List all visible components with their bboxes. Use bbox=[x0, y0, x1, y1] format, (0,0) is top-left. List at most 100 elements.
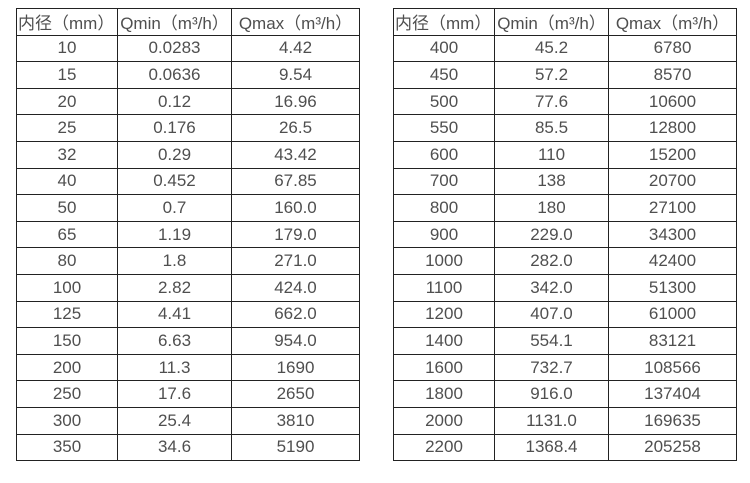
table-cell: 51300 bbox=[608, 273, 737, 302]
table-cell: 954.0 bbox=[231, 327, 360, 355]
table-cell: 15 bbox=[16, 61, 118, 89]
table-cell: 407.0 bbox=[494, 300, 609, 329]
table-cell: 160.0 bbox=[231, 194, 360, 222]
table-row: 800 180 27100 bbox=[393, 194, 737, 222]
table-cell: 20700 bbox=[608, 167, 737, 196]
table-cell: 1200 bbox=[393, 300, 495, 329]
table-row: 200 11.3 1690 bbox=[16, 353, 360, 382]
table-cell: 342.0 bbox=[494, 273, 609, 302]
flow-rate-table-large-diameters: 内径（mm） Qmin（m³/h） Qmax（m³/h） 400 45.2 6780… bbox=[393, 8, 737, 462]
column-header-diameter: 内径（mm） bbox=[16, 8, 118, 36]
table-cell: 180 bbox=[494, 194, 609, 222]
table-cell: 2.82 bbox=[117, 273, 232, 302]
table-cell: 80 bbox=[16, 247, 118, 275]
table-cell: 732.7 bbox=[494, 353, 609, 382]
flow-rate-tables-container: 内径（mm） Qmin（m³/h） Qmax（m³/h） 10 0.0283 4.4… bbox=[16, 8, 737, 462]
table-row: 20 0.12 16.96 bbox=[16, 87, 360, 116]
column-header-diameter: 内径（mm） bbox=[393, 8, 495, 36]
table-cell: 4.41 bbox=[117, 300, 232, 329]
table-cell: 12800 bbox=[608, 114, 737, 142]
table-cell: 25 bbox=[16, 114, 118, 142]
table-cell: 42400 bbox=[608, 247, 737, 275]
table-cell: 27100 bbox=[608, 194, 737, 222]
table-cell: 77.6 bbox=[494, 87, 609, 116]
table-cell: 500 bbox=[393, 87, 495, 116]
table-cell: 200 bbox=[16, 353, 118, 382]
table-row: 80 1.8 271.0 bbox=[16, 247, 360, 275]
table-row: 65 1.19 179.0 bbox=[16, 220, 360, 249]
column-header-qmin: Qmin（m³/h） bbox=[494, 8, 609, 36]
table-cell: 40 bbox=[16, 167, 118, 196]
table-cell: 8570 bbox=[608, 61, 737, 89]
table-cell: 1368.4 bbox=[494, 433, 609, 462]
table-row: 550 85.5 12800 bbox=[393, 114, 737, 142]
table-cell: 108566 bbox=[608, 353, 737, 382]
table-row: 40 0.452 67.85 bbox=[16, 167, 360, 196]
table-row: 1200 407.0 61000 bbox=[393, 300, 737, 329]
table-cell: 300 bbox=[16, 406, 118, 435]
table-cell: 0.0283 bbox=[117, 34, 232, 63]
table-cell: 150 bbox=[16, 327, 118, 355]
table-cell: 1800 bbox=[393, 380, 495, 408]
table-row: 1000 282.0 42400 bbox=[393, 247, 737, 275]
table-cell: 800 bbox=[393, 194, 495, 222]
table-cell: 6780 bbox=[608, 34, 737, 63]
table-row: 1400 554.1 83121 bbox=[393, 327, 737, 355]
table-row: 125 4.41 662.0 bbox=[16, 300, 360, 329]
table-cell: 1.19 bbox=[117, 220, 232, 249]
table-cell: 0.452 bbox=[117, 167, 232, 196]
table-cell: 700 bbox=[393, 167, 495, 196]
table-row: 900 229.0 34300 bbox=[393, 220, 737, 249]
table-cell: 34300 bbox=[608, 220, 737, 249]
table-row: 25 0.176 26.5 bbox=[16, 114, 360, 142]
table-cell: 10 bbox=[16, 34, 118, 63]
table-cell: 205258 bbox=[608, 433, 737, 462]
table-row: 500 77.6 10600 bbox=[393, 87, 737, 116]
header-row: 内径（mm） Qmin（m³/h） Qmax（m³/h） bbox=[393, 8, 737, 36]
table-body: 400 45.2 6780 450 57.2 8570 500 77.6 10600 550 85.… bbox=[393, 34, 737, 462]
table-cell: 34.6 bbox=[117, 433, 232, 462]
table-cell: 600 bbox=[393, 140, 495, 169]
table-cell: 1131.0 bbox=[494, 406, 609, 435]
table-row: 10 0.0283 4.42 bbox=[16, 34, 360, 63]
table-row: 2000 1131.0 169635 bbox=[393, 406, 737, 435]
table-cell: 1400 bbox=[393, 327, 495, 355]
table-row: 350 34.6 5190 bbox=[16, 433, 360, 462]
table-row: 150 6.63 954.0 bbox=[16, 327, 360, 355]
table-cell: 45.2 bbox=[494, 34, 609, 63]
table-cell: 229.0 bbox=[494, 220, 609, 249]
table-row: 32 0.29 43.42 bbox=[16, 140, 360, 169]
table-cell: 9.54 bbox=[231, 61, 360, 89]
table-cell: 10600 bbox=[608, 87, 737, 116]
table-cell: 100 bbox=[16, 273, 118, 302]
table-cell: 0.12 bbox=[117, 87, 232, 116]
table-cell: 400 bbox=[393, 34, 495, 63]
table-cell: 662.0 bbox=[231, 300, 360, 329]
table-cell: 61000 bbox=[608, 300, 737, 329]
table-cell: 6.63 bbox=[117, 327, 232, 355]
table-cell: 110 bbox=[494, 140, 609, 169]
table-cell: 282.0 bbox=[494, 247, 609, 275]
table-cell: 4.42 bbox=[231, 34, 360, 63]
table-cell: 424.0 bbox=[231, 273, 360, 302]
table-row: 300 25.4 3810 bbox=[16, 406, 360, 435]
table-cell: 43.42 bbox=[231, 140, 360, 169]
column-header-qmax: Qmax（m³/h） bbox=[231, 8, 360, 36]
table-cell: 3810 bbox=[231, 406, 360, 435]
table-cell: 0.176 bbox=[117, 114, 232, 142]
table-cell: 0.7 bbox=[117, 194, 232, 222]
table-row: 100 2.82 424.0 bbox=[16, 273, 360, 302]
column-header-qmin: Qmin（m³/h） bbox=[117, 8, 232, 36]
table-cell: 554.1 bbox=[494, 327, 609, 355]
table-cell: 57.2 bbox=[494, 61, 609, 89]
column-header-qmax: Qmax（m³/h） bbox=[608, 8, 737, 36]
table-cell: 179.0 bbox=[231, 220, 360, 249]
table-row: 450 57.2 8570 bbox=[393, 61, 737, 89]
table-row: 700 138 20700 bbox=[393, 167, 737, 196]
table-cell: 1000 bbox=[393, 247, 495, 275]
table-cell: 5190 bbox=[231, 433, 360, 462]
table-cell: 15200 bbox=[608, 140, 737, 169]
table-cell: 2000 bbox=[393, 406, 495, 435]
table-cell: 83121 bbox=[608, 327, 737, 355]
table-cell: 32 bbox=[16, 140, 118, 169]
